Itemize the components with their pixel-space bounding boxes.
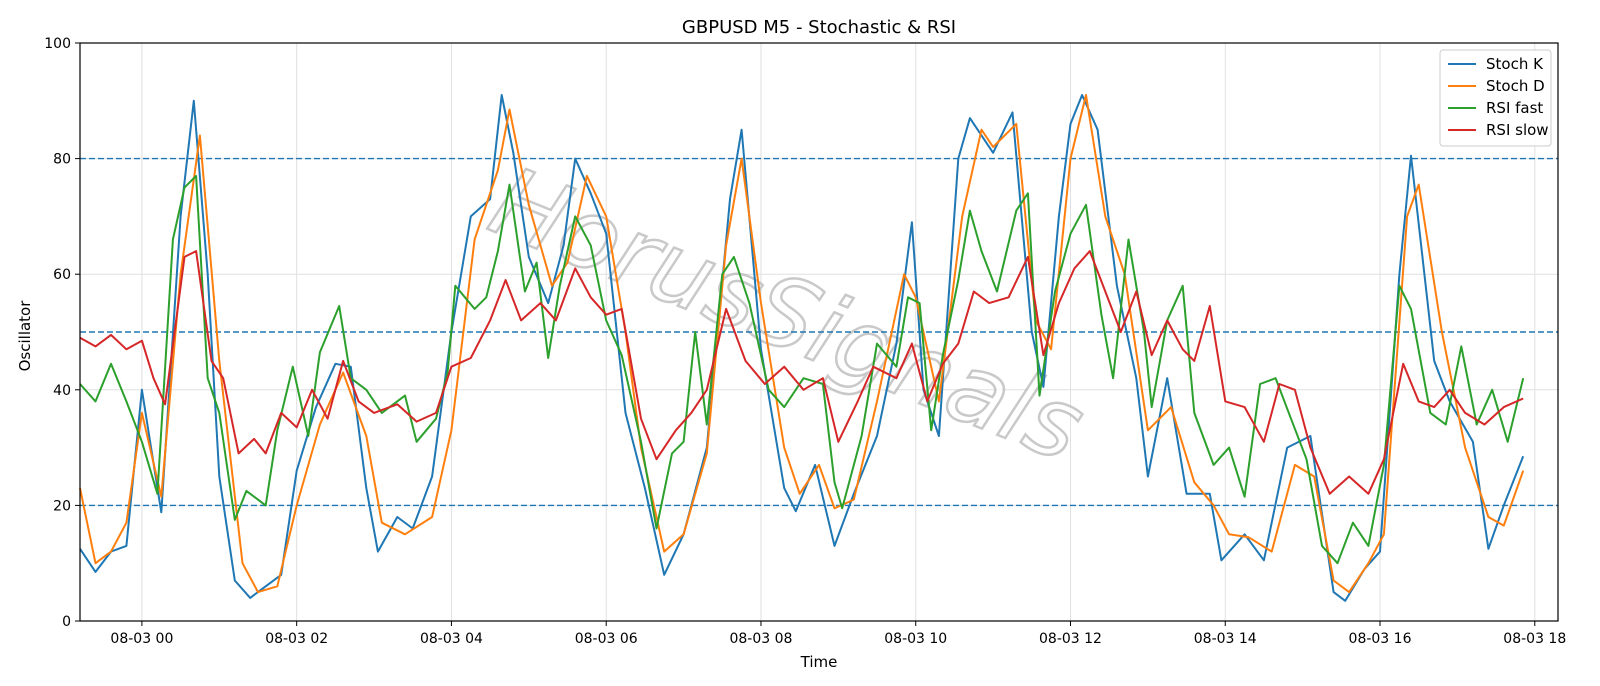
series-rsi-slow — [79, 250, 1524, 495]
x-tick-label: 08-03 00 — [110, 631, 173, 647]
series-stoch-k — [79, 94, 1525, 602]
y-tick-label: 100 — [44, 36, 71, 52]
reference-lines — [80, 157, 1558, 507]
x-tick-label: 08-03 10 — [884, 631, 947, 647]
legend-label-rsi-slow: RSI slow — [1486, 121, 1549, 139]
series-layer — [79, 94, 1525, 602]
series-stoch-d — [79, 94, 1525, 594]
x-tick-label: 08-03 04 — [420, 631, 483, 647]
legend-label-rsi-fast: RSI fast — [1486, 99, 1543, 117]
tick-layer: 08-03 00 08-03 02 08-03 04 08-03 06 08-03 08… — [44, 36, 1566, 647]
x-tick-label: 08-03 16 — [1349, 631, 1412, 647]
legend-box — [1439, 49, 1552, 147]
y-tick-label: 0 — [62, 614, 71, 630]
y-tick-label: 40 — [53, 383, 71, 399]
x-tick-label: 08-03 14 — [1194, 631, 1257, 647]
chart-title: GBPUSD M5 - Stochastic & RSI — [682, 17, 956, 38]
x-tick-label: 08-03 12 — [1039, 631, 1102, 647]
legend: Stoch K Stoch D RSI fast RSI slow — [1439, 49, 1552, 147]
y-axis-title: Oscillator — [16, 300, 34, 372]
x-axis-title: Time — [800, 653, 838, 671]
y-tick-label: 60 — [53, 267, 71, 283]
x-tick-label: 08-03 08 — [729, 631, 792, 647]
x-tick-label: 08-03 18 — [1503, 631, 1566, 647]
y-tick-label: 80 — [53, 152, 71, 168]
x-tick-label: 08-03 06 — [575, 631, 638, 647]
x-tick-label: 08-03 02 — [265, 631, 328, 647]
plot-frame — [79, 42, 1559, 622]
y-tick-label: 20 — [53, 498, 71, 514]
legend-label-stoch-k: Stoch K — [1486, 55, 1544, 73]
legend-label-stoch-d: Stoch D — [1486, 77, 1545, 95]
